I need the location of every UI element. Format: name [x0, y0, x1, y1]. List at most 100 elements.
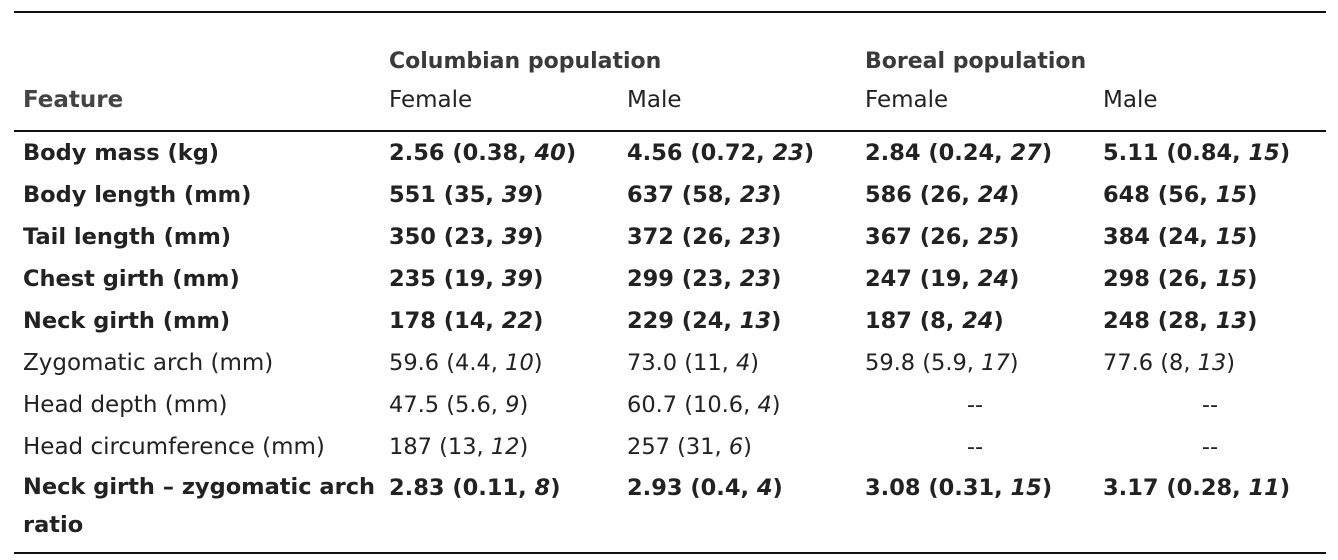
closing-paren: ) — [1226, 350, 1236, 376]
mean-sd-text: 187 (13, — [389, 434, 491, 460]
closing-paren: ) — [771, 182, 782, 208]
mean-sd-text: 372 (26, — [627, 224, 740, 250]
group-header-boreal: Boreal population — [865, 49, 1087, 74]
value-cell-columbian-male: 60.7 (10.6, 4) — [618, 384, 856, 426]
closing-paren: ) — [1247, 266, 1258, 292]
closing-paren: ) — [533, 182, 544, 208]
subheader-boreal-male: Male — [1103, 87, 1158, 113]
subheader-boreal-female: Female — [865, 87, 949, 113]
mean-sd-text: 77.6 (8, — [1103, 350, 1198, 376]
mean-sd-text: 367 (26, — [865, 224, 978, 250]
closing-paren: ) — [1009, 266, 1020, 292]
mean-sd-text: 59.6 (4.4, — [389, 350, 506, 376]
sample-size-text: 23 — [772, 140, 804, 166]
mean-sd-text: 637 (58, — [627, 182, 740, 208]
feature-cell: Neck girth – zygomatic arch ratio — [23, 474, 376, 538]
value-cell-boreal-female: 2.84 (0.24, 27) — [856, 131, 1094, 174]
feature-cell: Zygomatic arch (mm) — [23, 350, 274, 376]
closing-paren: ) — [1041, 140, 1053, 166]
mean-sd-text: 47.5 (5.6, — [389, 392, 506, 418]
feature-cell: Tail length (mm) — [23, 224, 232, 250]
sample-size-text: 40 — [534, 140, 566, 166]
mean-sd-text: 350 (23, — [389, 224, 502, 250]
value-cell-boreal-female: -- — [966, 434, 984, 460]
mean-sd-text: 4.56 (0.72, — [627, 140, 773, 166]
mean-sd-text: 2.56 (0.38, — [389, 140, 535, 166]
value-cell-boreal-male: 77.6 (8, 13) — [1094, 342, 1326, 384]
mean-sd-text: 551 (35, — [389, 182, 502, 208]
feature-cell: Body mass (kg) — [23, 140, 220, 166]
table-row: Tail length (mm) 350 (23, 39) 372 (26, 23)… — [14, 216, 1326, 258]
closing-paren: ) — [1009, 224, 1020, 250]
subheader-row: Feature Female Male Female Male — [14, 76, 1327, 131]
table-body: Body mass (kg) 2.56 (0.38, 40) 4.56 (0.72,… — [14, 131, 1326, 553]
closing-paren: ) — [772, 475, 783, 501]
mean-sd-text: 187 (8, — [865, 308, 963, 334]
value-cell-columbian-male: 2.93 (0.4, 4) — [618, 468, 856, 553]
value-cell-columbian-male: 257 (31, 6) — [618, 426, 856, 468]
closing-paren: ) — [771, 392, 781, 418]
value-cell-columbian-male: 372 (26, 23) — [618, 216, 856, 258]
closing-paren: ) — [1009, 350, 1019, 376]
sample-size-text: 13 — [1197, 350, 1227, 376]
value-cell-boreal-male: 384 (24, 15) — [1094, 216, 1326, 258]
feature-column-header: Feature — [23, 87, 124, 113]
value-cell-columbian-female: 551 (35, 39) — [380, 174, 618, 216]
sample-size-text: 27 — [1010, 140, 1042, 166]
sample-size-text: 4 — [757, 392, 772, 418]
mean-sd-text: 257 (31, — [627, 434, 729, 460]
group-header-columbian: Columbian population — [389, 49, 662, 74]
sample-size-text: 11 — [1248, 475, 1280, 501]
mean-sd-text: 247 (19, — [865, 266, 978, 292]
sample-size-text: 39 — [501, 224, 534, 250]
table-row: Neck girth – zygomatic arch ratio 2.83 (0… — [14, 468, 1326, 553]
sample-size-text: 15 — [1010, 475, 1042, 501]
group-header-row: Columbian population Boreal population — [14, 12, 1326, 76]
value-cell-columbian-male: 299 (23, 23) — [618, 258, 856, 300]
group-header-blank — [14, 12, 380, 76]
sample-size-text: 9 — [505, 392, 520, 418]
closing-paren: ) — [519, 392, 529, 418]
closing-paren: ) — [1247, 182, 1258, 208]
mean-sd-text: 235 (19, — [389, 266, 502, 292]
value-cell-boreal-female: 247 (19, 24) — [856, 258, 1094, 300]
feature-cell: Head depth (mm) — [23, 392, 228, 418]
value-cell-columbian-male: 229 (24, 13) — [618, 300, 856, 342]
sample-size-text: 22 — [501, 308, 534, 334]
value-cell-columbian-female: 59.6 (4.4, 10) — [380, 342, 618, 384]
mean-sd-text: 248 (28, — [1103, 308, 1216, 334]
sample-size-text: 39 — [501, 182, 534, 208]
closing-paren: ) — [533, 308, 544, 334]
mean-sd-text: 2.84 (0.24, — [865, 140, 1011, 166]
value-cell-boreal-male: -- — [1201, 434, 1219, 460]
subheader-columbian-female: Female — [389, 87, 473, 113]
closing-paren: ) — [1247, 224, 1258, 250]
value-cell-columbian-female: 235 (19, 39) — [380, 258, 618, 300]
value-cell-boreal-male: -- — [1201, 392, 1219, 418]
closing-paren: ) — [1247, 308, 1258, 334]
closing-paren: ) — [771, 266, 782, 292]
mean-sd-text: 5.11 (0.84, — [1103, 140, 1249, 166]
sample-size-text: 4 — [735, 350, 751, 376]
value-cell-boreal-female: 586 (26, 24) — [856, 174, 1094, 216]
sample-size-text: 10 — [505, 350, 534, 376]
value-cell-boreal-female: 3.08 (0.31, 15) — [856, 468, 1094, 553]
value-cell-boreal-female: 367 (26, 25) — [856, 216, 1094, 258]
closing-paren: ) — [771, 308, 782, 334]
sample-size-text: 15 — [1215, 182, 1248, 208]
closing-paren: ) — [533, 350, 543, 376]
mean-sd-text: 2.93 (0.4, — [627, 475, 757, 501]
table-row: Body length (mm) 551 (35, 39) 637 (58, 23)… — [14, 174, 1326, 216]
sample-size-text: 24 — [962, 308, 994, 334]
value-cell-columbian-female: 2.83 (0.11, 8) — [380, 468, 618, 553]
closing-paren: ) — [533, 266, 544, 292]
sample-size-text: 24 — [977, 266, 1010, 292]
mean-sd-text: 73.0 (11, — [627, 350, 736, 376]
value-cell-boreal-male: 298 (26, 15) — [1094, 258, 1326, 300]
closing-paren: ) — [1279, 475, 1291, 501]
mean-sd-text: 3.17 (0.28, — [1103, 475, 1249, 501]
mean-sd-text: 2.83 (0.11, — [389, 475, 535, 501]
closing-paren: ) — [993, 308, 1004, 334]
value-cell-boreal-female: -- — [966, 392, 984, 418]
sample-size-text: 4 — [756, 475, 773, 501]
